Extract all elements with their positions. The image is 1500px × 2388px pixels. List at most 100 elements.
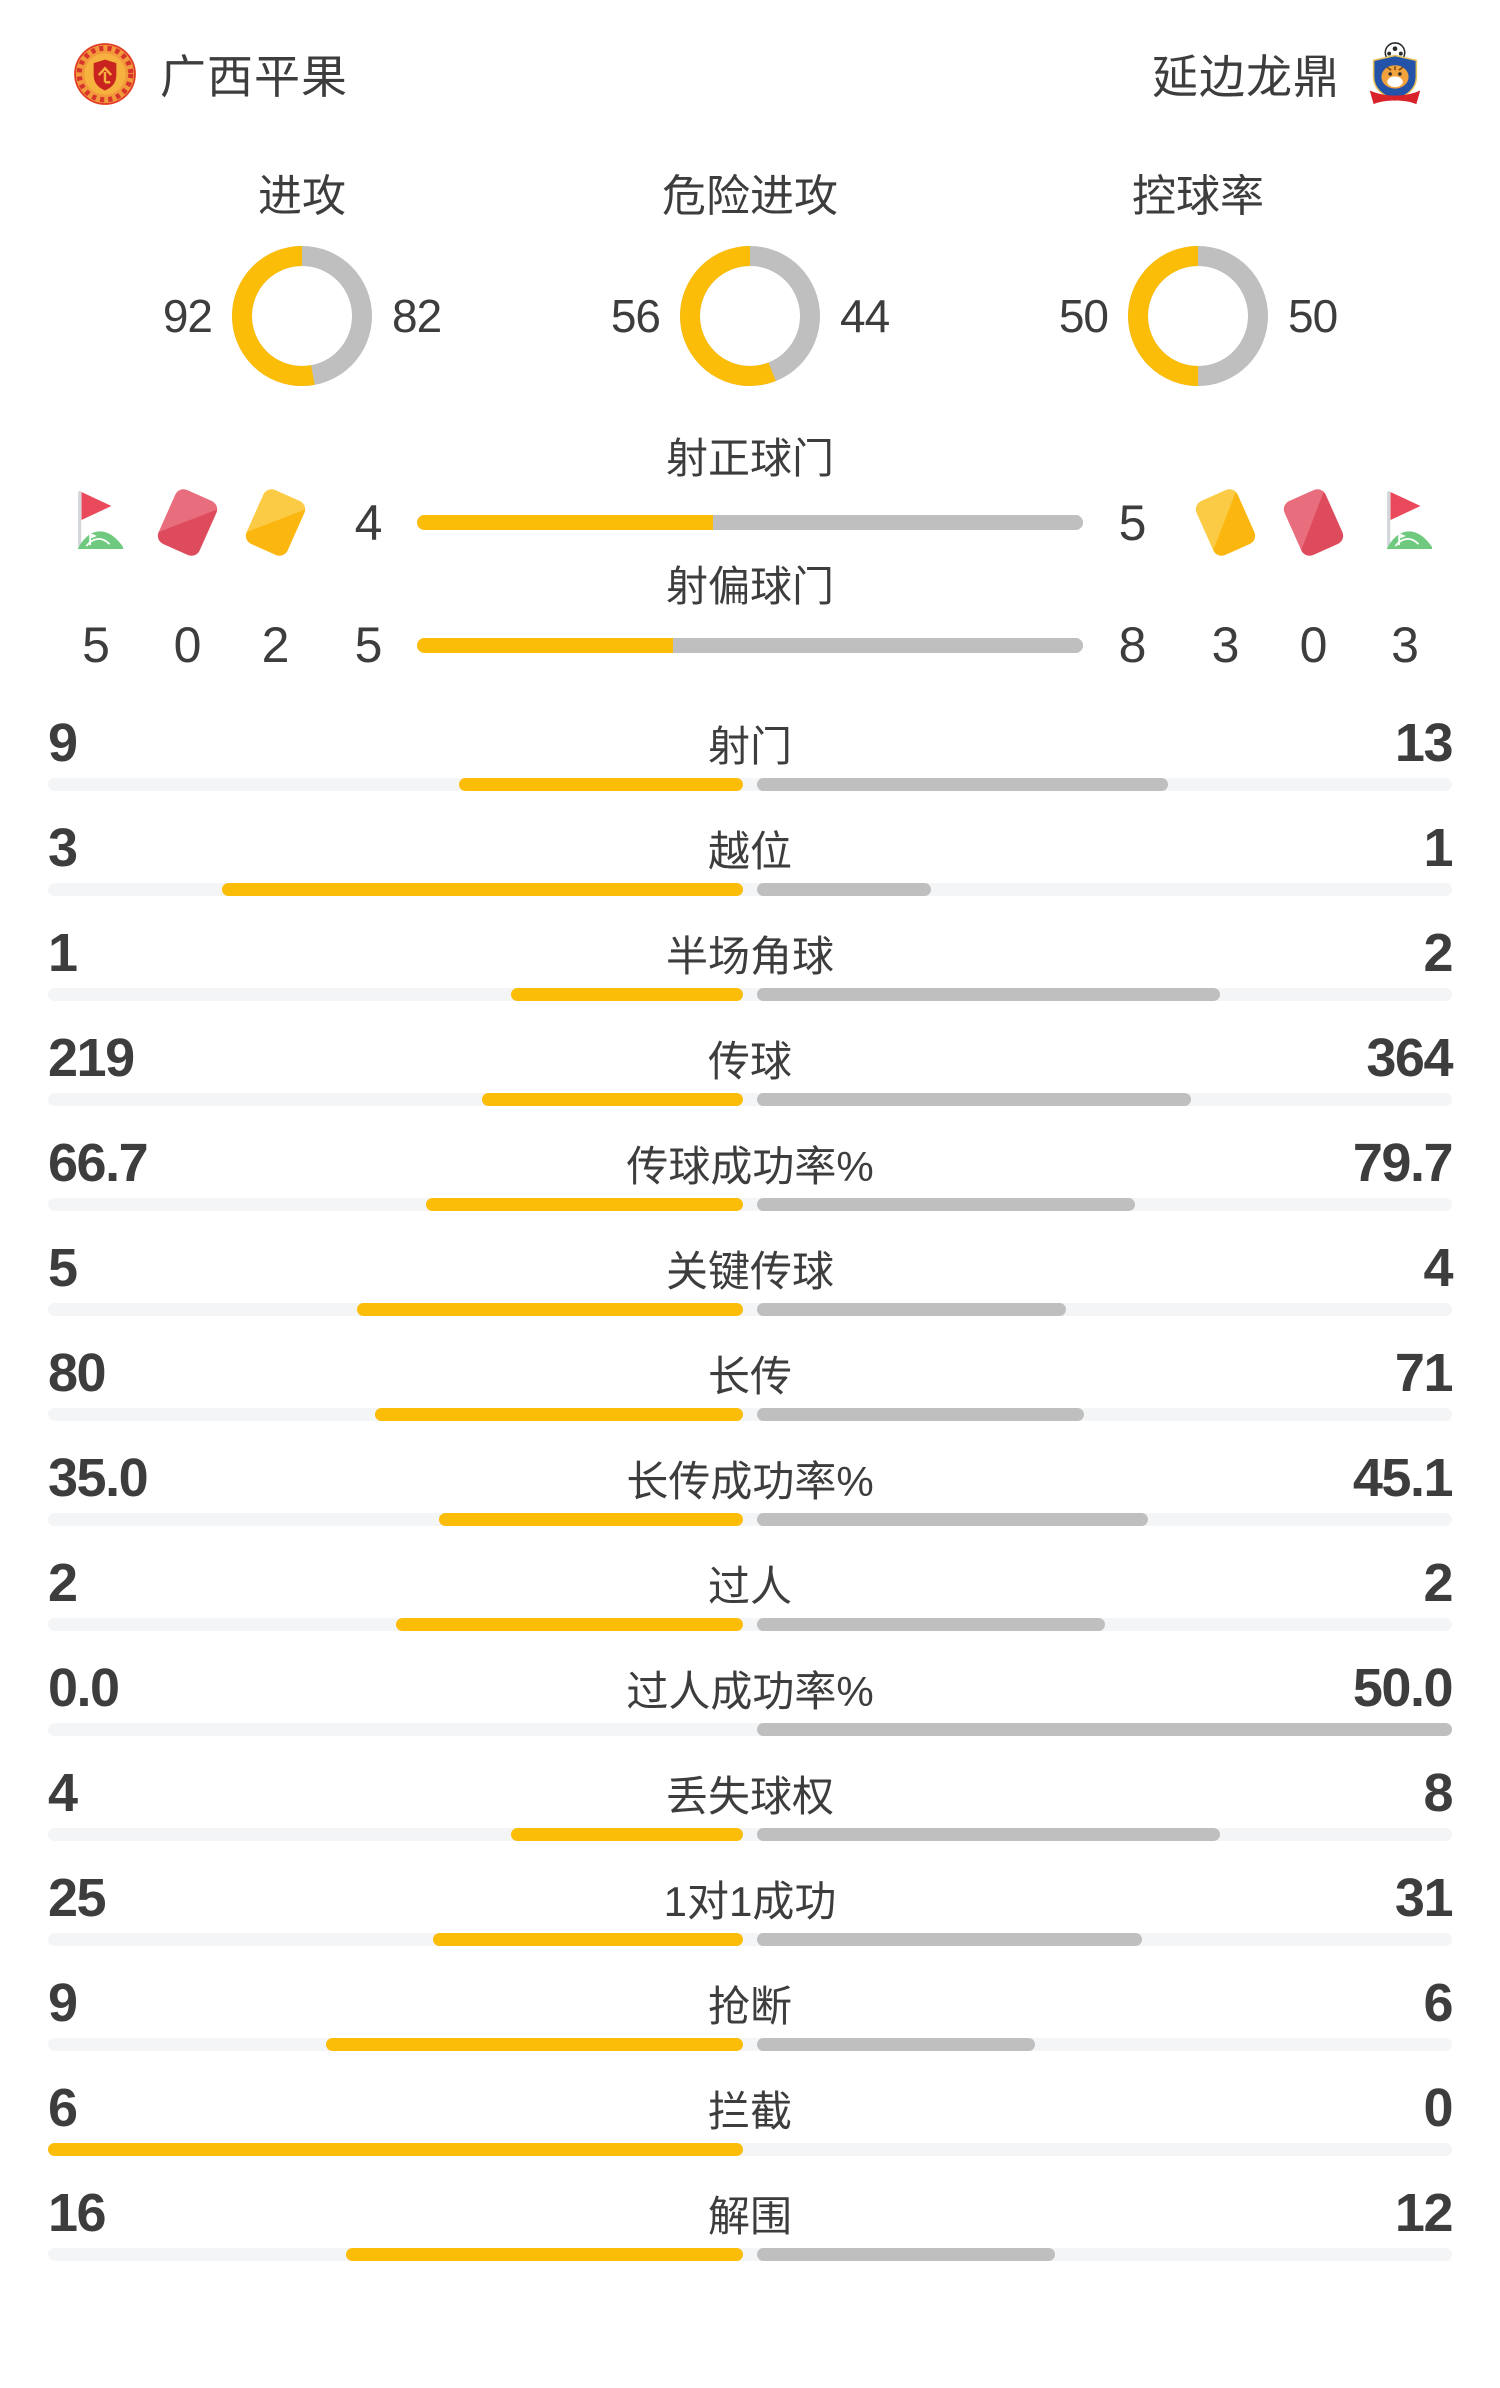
donut-title: 进攻 xyxy=(258,172,346,221)
stat-value-home: 1 xyxy=(48,923,78,983)
stat-bar-track xyxy=(48,1198,1452,1211)
donut-chart-1: 危险进攻 56 44 xyxy=(526,166,974,386)
stat-row: 9 射门 13 xyxy=(48,713,1454,820)
stat-row: 25 1对1成功 31 xyxy=(48,1868,1454,1975)
shots-on-target-home-value: 4 xyxy=(354,494,383,551)
stat-value-away: 8 xyxy=(1423,1763,1453,1823)
stat-bar-home xyxy=(481,1093,743,1106)
match-header: 广西平果 延边龙鼎 YB xyxy=(48,38,1452,110)
stat-value-away: 6 xyxy=(1423,1973,1453,2033)
away-yellow-cards-count: 3 xyxy=(1211,617,1240,673)
donut-title: 控球率 xyxy=(1132,172,1264,221)
stat-bar-away xyxy=(757,778,1168,791)
stat-label: 传球 xyxy=(707,1037,793,1085)
shots-and-cards-section: 射正球门 4 5 射偏球门 5 0 2 5 8 3 0 3 xyxy=(48,430,1452,673)
stat-bar-home xyxy=(221,883,743,896)
stat-value-away: 2 xyxy=(1423,923,1453,983)
team-home-logo-icon xyxy=(72,41,138,107)
stat-label: 传球成功率% xyxy=(626,1142,874,1190)
shots-off-target-title: 射偏球门 xyxy=(665,563,834,610)
stat-row: 2 过人 2 xyxy=(48,1553,1453,1660)
stat-value-home: 219 xyxy=(48,1028,135,1088)
donut-value-away: 82 xyxy=(392,290,442,342)
stat-bar-home xyxy=(439,1513,743,1526)
team-away-name: 延边龙鼎 xyxy=(1152,51,1340,103)
stat-row: 3 越位 1 xyxy=(48,818,1453,925)
stat-value-away: 1 xyxy=(1423,818,1453,878)
stat-bar-home xyxy=(326,2038,743,2051)
stat-value-away: 31 xyxy=(1394,1868,1454,1928)
stat-bar-home xyxy=(511,1828,743,1841)
away-red-cards-count: 0 xyxy=(1299,617,1328,673)
stat-label: 过人成功率% xyxy=(626,1667,874,1715)
stat-bar-track xyxy=(48,1513,1452,1526)
shots-off-target-bar xyxy=(417,637,1083,653)
stat-value-away: 4 xyxy=(1423,1238,1453,1298)
stat-value-home: 16 xyxy=(48,2183,107,2243)
shots-off-target-away-value: 8 xyxy=(1118,617,1147,673)
home-red-cards-count: 0 xyxy=(173,617,202,673)
donut-ring xyxy=(232,246,372,386)
stat-bar-track xyxy=(48,988,1452,1001)
stat-bar-track xyxy=(48,1408,1452,1421)
stat-row: 16 解围 12 xyxy=(48,2183,1454,2290)
stat-bar-away xyxy=(757,1513,1149,1526)
stat-bar-track xyxy=(48,2143,1452,2156)
shots-on-target-bar-home xyxy=(417,515,713,530)
stat-row: 219 传球 364 xyxy=(48,1028,1453,1135)
stat-value-away: 12 xyxy=(1394,2183,1454,2243)
shots-off-target-bar-home xyxy=(417,637,674,653)
stat-label: 1对1成功 xyxy=(663,1877,837,1925)
stat-value-home: 3 xyxy=(48,818,78,878)
shots-off-target-home-value: 5 xyxy=(354,617,383,673)
stat-value-home: 66.7 xyxy=(48,1133,149,1193)
stat-label: 长传成功率% xyxy=(626,1457,874,1505)
stat-bar-home xyxy=(395,1618,743,1631)
stat-value-home: 9 xyxy=(48,1973,78,2033)
stat-bar-away xyxy=(757,1303,1066,1316)
stat-bar-track xyxy=(48,1933,1452,1946)
team-home: 广西平果 xyxy=(72,41,348,107)
team-away: 延边龙鼎 YB xyxy=(1152,41,1428,107)
stat-row: 35.0 长传成功率% 45.1 xyxy=(48,1448,1454,1555)
stat-row: 1 半场角球 2 xyxy=(48,923,1453,1030)
stat-value-away: 0 xyxy=(1423,2078,1453,2138)
stat-value-home: 0.0 xyxy=(48,1658,120,1718)
stat-value-away: 364 xyxy=(1366,1028,1453,1088)
stat-bar-track xyxy=(48,883,1452,896)
stat-row: 0.0 过人成功率% 50.0 xyxy=(48,1658,1454,1765)
stat-bar-track xyxy=(48,2248,1452,2261)
stat-bar-track xyxy=(48,2038,1452,2051)
stat-bar-home xyxy=(426,1198,743,1211)
stat-bar-away xyxy=(757,1618,1105,1631)
stat-row: 4 丢失球权 8 xyxy=(48,1763,1453,1870)
stat-value-home: 2 xyxy=(48,1553,78,1613)
stat-value-home: 25 xyxy=(48,1868,107,1928)
stat-value-home: 9 xyxy=(48,713,78,773)
donut-value-away: 50 xyxy=(1288,290,1338,342)
stat-bar-away xyxy=(757,1723,1452,1736)
stat-bar-home xyxy=(345,2248,743,2261)
stat-value-away: 2 xyxy=(1423,1553,1453,1613)
shots-on-target-away-value: 5 xyxy=(1118,494,1147,551)
stat-label: 射门 xyxy=(707,722,793,770)
stat-bar-away xyxy=(757,2038,1035,2051)
donut-value-home: 50 xyxy=(1058,290,1109,342)
stat-value-home: 35.0 xyxy=(48,1448,149,1508)
stat-bar-track xyxy=(48,1303,1452,1316)
stat-label: 丢失球权 xyxy=(665,1772,835,1820)
stat-bar-track xyxy=(48,1093,1452,1106)
stat-value-away: 50.0 xyxy=(1352,1658,1454,1718)
stat-row: 9 抢断 6 xyxy=(48,1973,1453,2080)
team-home-name: 广西平果 xyxy=(160,51,348,103)
stat-value-away: 79.7 xyxy=(1352,1133,1454,1193)
corner-flag-icon xyxy=(67,488,125,557)
stat-label: 解围 xyxy=(707,2192,793,2240)
stat-label: 拦截 xyxy=(707,2087,793,2135)
stat-bar-away xyxy=(757,1093,1191,1106)
donut-chart-row: 50 50 xyxy=(974,246,1422,386)
stat-value-home: 6 xyxy=(48,2078,78,2138)
shots-on-target-bar xyxy=(417,515,1083,530)
stat-label: 半场角球 xyxy=(665,932,835,980)
stat-row: 66.7 传球成功率% 79.7 xyxy=(48,1133,1454,1240)
